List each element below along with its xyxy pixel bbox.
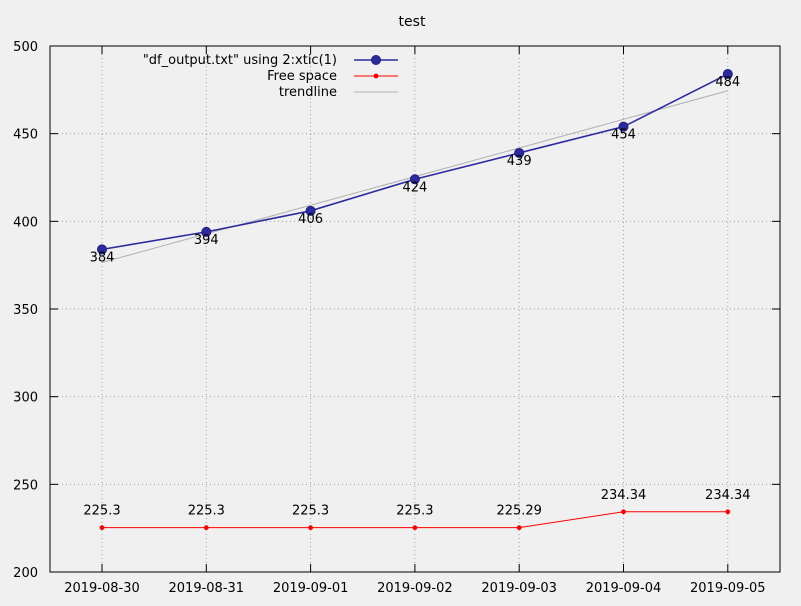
data-point — [305, 205, 316, 216]
legend-label: trendline — [279, 85, 337, 100]
data-point — [722, 69, 733, 80]
data-point — [725, 509, 731, 515]
legend: "df_output.txt" using 2:xtic(1)Free spac… — [143, 53, 398, 100]
data-point — [409, 174, 420, 185]
data-label: 406 — [298, 212, 323, 227]
x-tick-label: 2019-09-03 — [481, 581, 557, 596]
data-label: 225.3 — [396, 504, 433, 519]
data-label: 225.29 — [496, 504, 542, 519]
y-tick-label: 500 — [13, 40, 38, 55]
data-label: 384 — [90, 250, 115, 265]
data-label: 225.3 — [188, 504, 225, 519]
data-point — [514, 147, 525, 158]
data-point — [203, 525, 209, 531]
data-point — [621, 509, 626, 515]
x-tick-label: 2019-09-05 — [690, 581, 766, 596]
axis-ticks: 200 250 300 350 400 450 500 2019-08-30 2019-08-3… — [13, 40, 780, 596]
y-tick-label: 250 — [13, 478, 38, 493]
data-point — [99, 525, 105, 531]
data-point — [412, 525, 418, 531]
data-label: 394 — [194, 233, 219, 248]
data-point — [618, 121, 629, 132]
y-tick-label: 450 — [13, 128, 38, 143]
data-label: 424 — [402, 180, 427, 195]
y-tick-label: 350 — [13, 303, 38, 318]
data-point — [308, 525, 313, 531]
legend-swatch-marker — [371, 55, 381, 65]
data-point — [516, 525, 522, 531]
data-label: 454 — [611, 128, 636, 143]
y-tick-label: 200 — [13, 566, 38, 581]
data-label: 234.34 — [705, 488, 751, 503]
legend-label: "df_output.txt" using 2:xtic(1) — [143, 53, 337, 68]
series-layer: 384 394 406 424 439 454 484 225.3 225.3 225.3 225.… — [83, 69, 751, 531]
data-label: 234.34 — [601, 488, 647, 503]
data-label: 484 — [715, 75, 740, 90]
data-point — [201, 226, 212, 237]
data-point — [97, 244, 107, 255]
grid — [50, 46, 780, 572]
x-tick-label: 2019-08-31 — [169, 581, 245, 596]
x-tick-label: 2019-09-01 — [273, 581, 349, 596]
series-df-output-line — [101, 73, 729, 251]
y-tick-label: 300 — [13, 391, 38, 406]
data-label: 225.3 — [292, 504, 329, 519]
x-tick-label: 2019-09-02 — [377, 581, 453, 596]
data-label: 225.3 — [83, 504, 120, 519]
x-tick-label: 2019-08-30 — [64, 581, 140, 596]
x-tick-label: 2019-09-04 — [586, 581, 662, 596]
legend-swatch-marker — [373, 73, 379, 79]
legend-label: Free space — [267, 69, 337, 84]
chart-title: test — [399, 14, 426, 30]
y-tick-label: 400 — [13, 215, 38, 230]
data-label: 439 — [507, 154, 532, 169]
